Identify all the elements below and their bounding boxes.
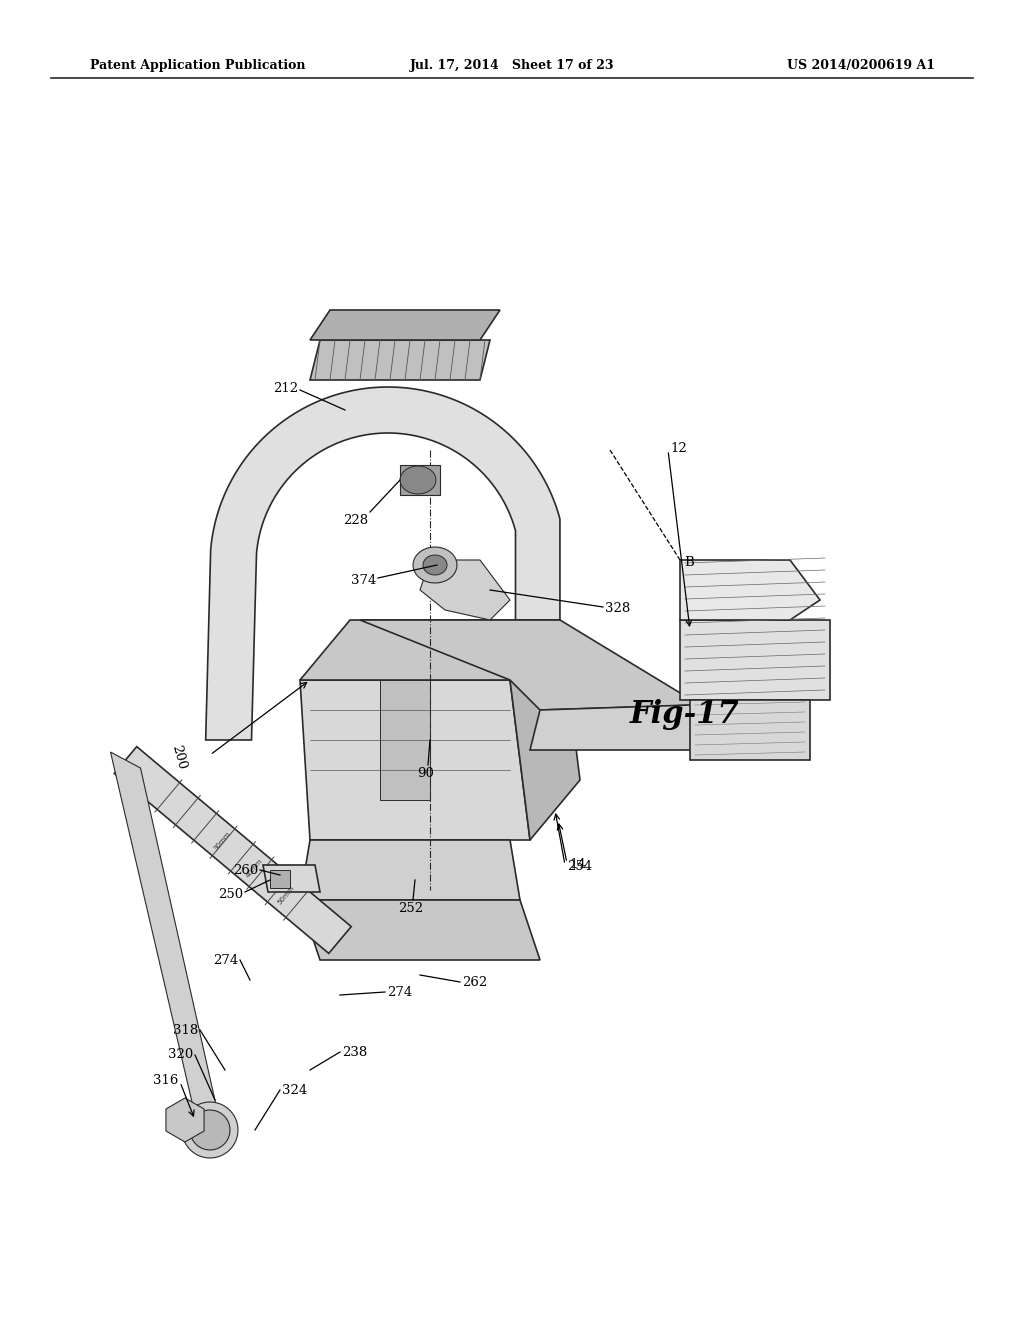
- Polygon shape: [420, 560, 510, 620]
- Text: 274: 274: [387, 986, 413, 999]
- Polygon shape: [680, 560, 820, 620]
- Text: US 2014/0200619 A1: US 2014/0200619 A1: [787, 58, 935, 71]
- Text: 374: 374: [350, 573, 376, 586]
- Text: 318: 318: [173, 1023, 198, 1036]
- Text: 228: 228: [343, 513, 368, 527]
- Polygon shape: [310, 310, 500, 341]
- Polygon shape: [300, 620, 560, 680]
- Text: Fig-17: Fig-17: [630, 700, 739, 730]
- Text: Jul. 17, 2014   Sheet 17 of 23: Jul. 17, 2014 Sheet 17 of 23: [410, 58, 614, 71]
- Polygon shape: [530, 705, 720, 750]
- Polygon shape: [263, 865, 319, 892]
- Polygon shape: [423, 554, 447, 576]
- Polygon shape: [115, 747, 351, 953]
- Polygon shape: [300, 900, 540, 960]
- Polygon shape: [300, 680, 530, 840]
- Polygon shape: [310, 341, 490, 380]
- Text: 274: 274: [213, 953, 238, 966]
- Polygon shape: [182, 1102, 238, 1158]
- Text: 238: 238: [342, 1045, 368, 1059]
- Polygon shape: [400, 466, 436, 494]
- Text: 90: 90: [418, 767, 434, 780]
- Polygon shape: [270, 870, 290, 888]
- Polygon shape: [190, 1110, 230, 1150]
- Text: 14: 14: [569, 858, 586, 871]
- Text: 212: 212: [272, 381, 298, 395]
- Polygon shape: [680, 620, 830, 700]
- Polygon shape: [413, 546, 457, 583]
- Text: 252: 252: [398, 902, 424, 915]
- Text: 50mm: 50mm: [276, 884, 296, 906]
- Text: 260: 260: [232, 863, 258, 876]
- Polygon shape: [166, 1098, 204, 1142]
- Polygon shape: [380, 680, 430, 800]
- Text: 316: 316: [153, 1073, 178, 1086]
- Polygon shape: [510, 620, 580, 840]
- Text: 320: 320: [168, 1048, 193, 1061]
- Polygon shape: [360, 620, 700, 710]
- Text: 30mm: 30mm: [213, 830, 231, 851]
- Polygon shape: [206, 387, 560, 741]
- Text: 254: 254: [567, 861, 592, 874]
- Polygon shape: [300, 840, 520, 900]
- Text: Patent Application Publication: Patent Application Publication: [90, 58, 305, 71]
- Polygon shape: [400, 465, 440, 495]
- Text: 200: 200: [169, 743, 188, 771]
- Text: 40mm: 40mm: [245, 858, 264, 879]
- Text: 250: 250: [218, 887, 243, 900]
- Text: 328: 328: [605, 602, 630, 615]
- Polygon shape: [690, 700, 810, 760]
- Polygon shape: [111, 752, 225, 1144]
- Text: B: B: [684, 556, 693, 569]
- Text: 262: 262: [462, 977, 487, 990]
- Text: 12: 12: [670, 441, 687, 454]
- Text: 324: 324: [282, 1084, 307, 1097]
